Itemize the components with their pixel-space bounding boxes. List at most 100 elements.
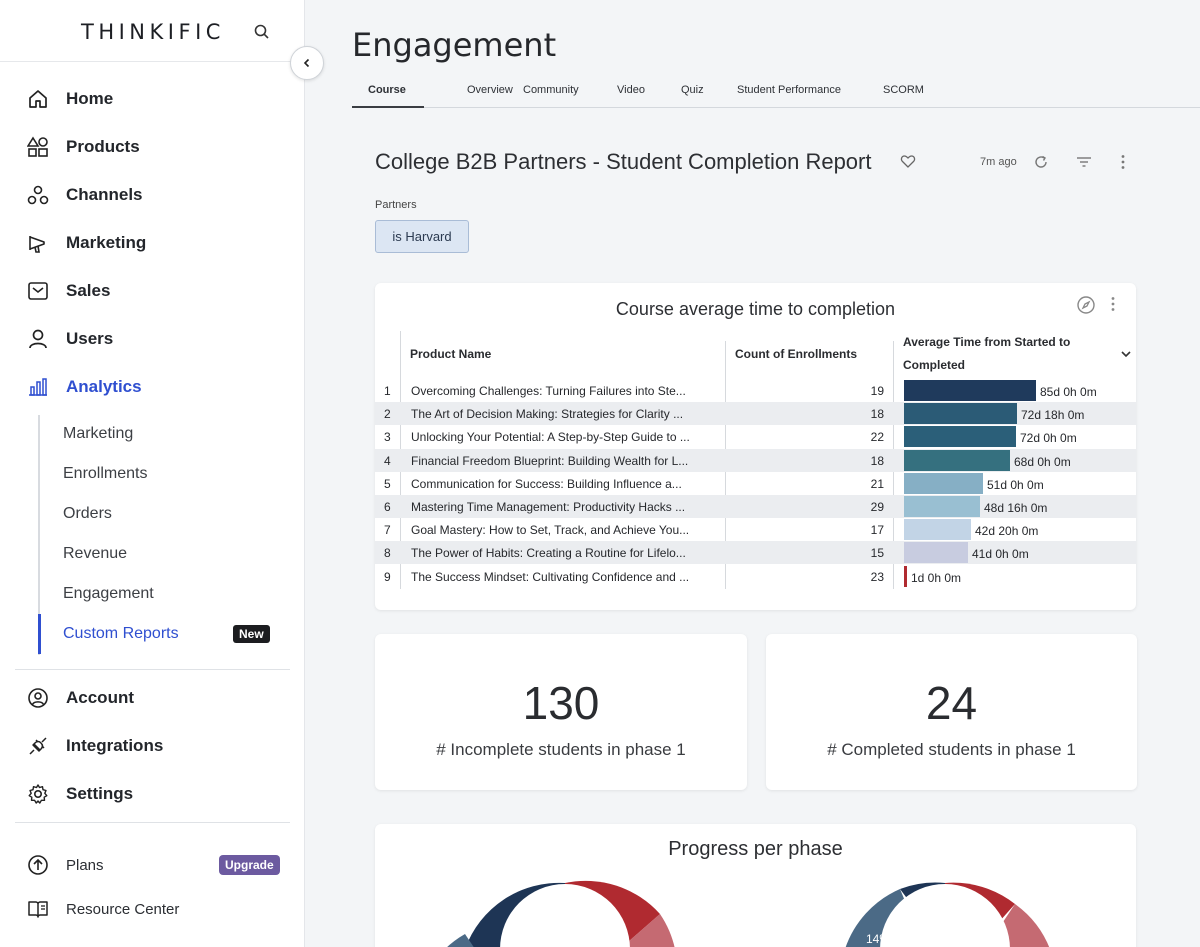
nav-integrations-label: Integrations (66, 736, 164, 755)
enrollment-count: 19 (870, 384, 884, 398)
nav-plans-label: Plans (66, 856, 104, 874)
nav-sales[interactable]: Sales (26, 278, 110, 304)
tab-course[interactable]: Course (368, 84, 406, 96)
home-icon (26, 87, 50, 111)
table-row[interactable]: 4 Financial Freedom Blueprint: Building W… (375, 448, 1136, 472)
sub-item-engagement[interactable]: Engagement (63, 585, 154, 602)
table-row[interactable]: 2 The Art of Decision Making: Strategies … (375, 402, 1136, 426)
duration-label: 85d 0h 0m (1040, 385, 1097, 399)
donut-label: 14% (590, 904, 614, 918)
table-row[interactable]: 9 The Success Mindset: Cultivating Confid… (375, 565, 1136, 588)
heart-icon[interactable] (900, 153, 916, 169)
stat-label: # Completed students in phase 1 (827, 740, 1076, 759)
upgrade-badge[interactable]: Upgrade (219, 855, 280, 875)
filter-chip[interactable]: is Harvard (375, 220, 469, 253)
logo-row: THINKIFIC (0, 0, 304, 62)
chevron-down-icon[interactable] (1120, 349, 1132, 359)
nav-integrations[interactable]: Integrations (26, 733, 163, 759)
table-row[interactable]: 1 Overcoming Challenges: Turning Failures… (375, 379, 1136, 402)
page-title: Engagement (352, 26, 557, 64)
stat-card-completed: 24 # Completed students in phase 1 (766, 634, 1137, 790)
active-tab-indicator (352, 106, 424, 108)
nav-users[interactable]: Users (26, 326, 113, 352)
book-icon (26, 897, 50, 921)
row-index: 9 (384, 569, 391, 584)
tab-bar: Course Overview Community Video Quiz Stu… (352, 78, 1200, 108)
nav-plans[interactable]: Plans (26, 853, 104, 877)
row-index: 1 (384, 384, 391, 398)
sidebar: THINKIFIC Home Products Channels Marketi… (0, 0, 305, 947)
nav-resource-center[interactable]: Resource Center (26, 897, 179, 921)
row-index: 2 (384, 407, 391, 422)
tab-quiz[interactable]: Quiz (681, 84, 704, 96)
row-index: 5 (384, 476, 391, 491)
tab-overview[interactable]: Overview (467, 84, 513, 96)
nav-analytics[interactable]: Analytics (26, 374, 142, 400)
compass-icon[interactable] (1076, 295, 1096, 315)
sub-item-revenue[interactable]: Revenue (63, 545, 128, 562)
product-name: Unlocking Your Potential: A Step-by-Step… (411, 430, 690, 445)
nav-products-label: Products (66, 137, 140, 156)
table-row[interactable]: 6 Mastering Time Management: Productivity… (375, 495, 1136, 518)
duration-bar (904, 426, 1016, 448)
row-index: 7 (384, 523, 391, 538)
duration-label: 1d 0h 0m (911, 570, 962, 585)
duration-bar (904, 565, 907, 587)
more-options-icon[interactable] (1115, 153, 1131, 171)
collapse-sidebar-button[interactable] (290, 46, 324, 80)
table-row[interactable]: 7 Goal Mastery: How to Set, Track, and Ac… (375, 518, 1136, 541)
donut-label: 14% (866, 932, 890, 946)
progress-card-title: Progress per phase (668, 838, 843, 860)
nav-products[interactable]: Products (26, 134, 140, 160)
donut-hole (500, 884, 630, 947)
tab-student-performance[interactable]: Student Performance (737, 84, 841, 96)
header-avg-time-line2[interactable]: Completed (903, 358, 966, 372)
account-icon (26, 686, 50, 710)
sidebar-divider (15, 669, 290, 670)
filter-icon[interactable] (1075, 154, 1093, 170)
duration-bar (904, 519, 971, 541)
submenu-line (38, 415, 40, 655)
stat-card-incomplete: 130 # Incomplete students in phase 1 (375, 634, 747, 790)
row-index: 3 (384, 430, 391, 445)
chevron-left-icon (303, 58, 310, 68)
table-row[interactable]: 5 Communication for Success: Building Inf… (375, 472, 1136, 495)
search-icon[interactable] (252, 22, 272, 42)
nav-home[interactable]: Home (26, 86, 113, 112)
tab-video[interactable]: Video (617, 84, 645, 96)
nav-channels[interactable]: Channels (26, 182, 143, 208)
analytics-icon (26, 375, 50, 399)
header-avg-time-line1[interactable]: Average Time from Started to (903, 335, 1071, 349)
enrollment-count: 18 (870, 453, 884, 468)
logo[interactable]: THINKIFIC (81, 20, 225, 44)
nav-marketing[interactable]: Marketing (26, 230, 146, 256)
tab-scorm[interactable]: SCORM (883, 84, 924, 96)
nav-settings[interactable]: Settings (26, 781, 133, 807)
card-more-icon[interactable] (1108, 295, 1118, 313)
gear-icon (26, 782, 50, 806)
refresh-icon[interactable] (1033, 154, 1049, 170)
shapes-icon (26, 135, 50, 159)
sidebar-divider-2 (15, 822, 290, 823)
duration-label: 41d 0h 0m (972, 547, 1029, 562)
donut-hole (880, 884, 1010, 947)
table-row[interactable]: 3 Unlocking Your Potential: A Step-by-Ste… (375, 425, 1136, 448)
table-row[interactable]: 8 The Power of Habits: Creating a Routine… (375, 541, 1136, 565)
tab-community[interactable]: Community (523, 84, 579, 96)
row-index: 4 (384, 453, 391, 468)
enrollment-count: 29 (870, 500, 884, 514)
duration-label: 51d 0h 0m (987, 477, 1044, 492)
nav-account-label: Account (66, 688, 134, 707)
filter-label: Partners (375, 199, 417, 211)
nav-account[interactable]: Account (26, 685, 134, 711)
sub-item-marketing[interactable]: Marketing (63, 425, 134, 442)
enrollment-count: 22 (870, 430, 884, 445)
row-index: 6 (384, 500, 391, 514)
header-product-name[interactable]: Product Name (410, 347, 492, 361)
sub-item-custom-reports[interactable]: Custom Reports (63, 625, 179, 642)
duration-label: 42d 20h 0m (975, 524, 1039, 539)
sub-item-enrollments[interactable]: Enrollments (63, 465, 148, 482)
sub-item-orders[interactable]: Orders (63, 505, 112, 522)
header-count-enrollments[interactable]: Count of Enrollments (735, 347, 857, 361)
duration-bar (904, 472, 983, 494)
